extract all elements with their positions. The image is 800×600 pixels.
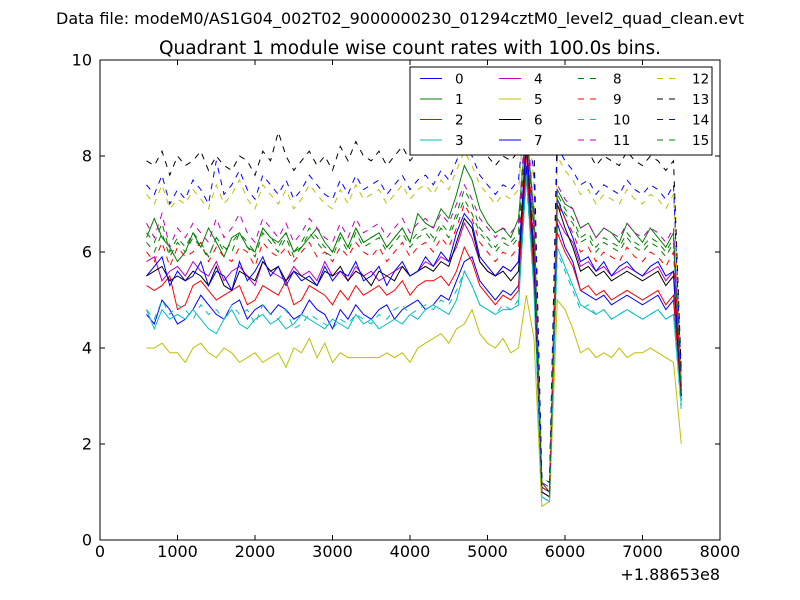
series-line-7	[146, 136, 682, 493]
legend-label: 1	[455, 92, 464, 108]
legend-label: 12	[692, 72, 709, 88]
series-line-2	[146, 151, 682, 498]
x-tick-label: 0	[95, 542, 105, 561]
chart-title: Quadrant 1 module wise count rates with …	[159, 38, 661, 59]
series-line-10	[146, 179, 682, 503]
legend-label: 13	[692, 92, 709, 108]
series-line-13	[146, 88, 682, 484]
legend-label: 3	[455, 133, 464, 149]
x-tick-label: 3000	[312, 542, 353, 561]
legend-label: 10	[613, 113, 630, 129]
y-tick-label: 4	[82, 339, 92, 358]
legend-label: 9	[613, 92, 622, 108]
y-tick-label: 2	[82, 435, 92, 454]
y-tick-label: 6	[82, 243, 92, 262]
legend-label: 8	[613, 72, 622, 88]
figure-suptitle: Data file: modeM0/AS1G04_002T02_90000002…	[56, 9, 744, 29]
legend-label: 0	[455, 72, 464, 88]
series-line-3	[146, 175, 682, 503]
plot-frame	[99, 59, 721, 541]
series-line-12	[146, 93, 682, 484]
legend-label: 15	[692, 133, 709, 149]
x-tick-label: 2000	[235, 542, 276, 561]
series-line-11	[146, 107, 682, 489]
legend-label: 2	[455, 113, 464, 129]
series-line-15	[146, 122, 682, 494]
plot-lines	[146, 88, 682, 508]
x-tick-label: 8000	[700, 542, 741, 561]
legend-label: 4	[534, 72, 543, 88]
x-tick-label: 5000	[467, 542, 508, 561]
x-tick-label: 1000	[157, 542, 198, 561]
legend-label: 6	[534, 113, 543, 129]
x-offset-label: +1.88653e8	[620, 565, 720, 584]
x-tick-label: 7000	[622, 542, 663, 561]
series-line-5	[146, 295, 682, 508]
series-line-0	[146, 165, 682, 498]
x-tick-label: 4000	[390, 542, 431, 561]
x-tick-label: 6000	[545, 542, 586, 561]
y-tick-label: 10	[72, 51, 92, 70]
legend-label: 11	[613, 133, 630, 149]
legend-label: 14	[692, 113, 709, 129]
series-line-8	[146, 117, 682, 494]
legend-label: 5	[534, 92, 543, 108]
legend-label: 7	[534, 133, 543, 149]
y-tick-label: 8	[82, 147, 92, 166]
series-line-9	[146, 127, 682, 493]
y-tick-label: 0	[82, 531, 92, 550]
series-line-14	[146, 98, 682, 484]
